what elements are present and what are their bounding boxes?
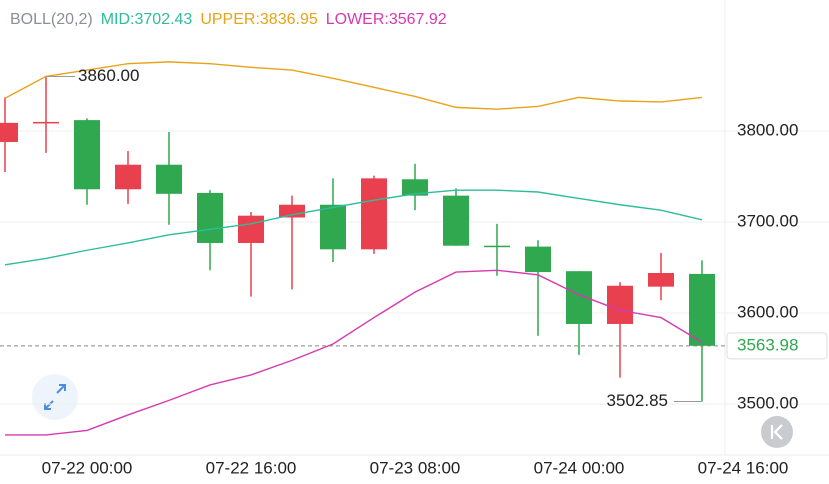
candle-body [525, 246, 551, 273]
legend-item: BOLL(20,2) [10, 11, 93, 28]
scroll-circle [761, 416, 793, 448]
candle-body [156, 164, 182, 194]
candle-body [115, 164, 141, 190]
candle-body [238, 215, 264, 243]
scroll-icon [770, 424, 783, 440]
annotation-label: 3860.00 [78, 66, 139, 85]
scroll-end-button[interactable] [761, 416, 793, 448]
annotation-label: 3502.85 [607, 391, 668, 410]
candle-body [443, 195, 469, 246]
x-tick-label: 07-24 00:00 [534, 458, 625, 477]
candle-body [33, 121, 59, 124]
band-line [5, 269, 703, 436]
candle-body [361, 178, 387, 250]
candle-body [0, 122, 18, 142]
band-line [4, 189, 703, 266]
expand-icon [44, 384, 66, 410]
expand-circle [32, 374, 78, 420]
candle-body [320, 204, 346, 250]
x-tick-label: 07-22 00:00 [42, 458, 133, 477]
expand-button[interactable] [32, 374, 78, 420]
y-tick-label: 3600.00 [737, 303, 798, 322]
y-tick-label: 3500.00 [737, 394, 798, 413]
band-line [4, 61, 703, 110]
legend-item: UPPER:3836.95 [200, 11, 318, 28]
candle-body [74, 120, 100, 190]
y-tick-label: 3800.00 [737, 121, 798, 140]
candle-body [607, 285, 633, 324]
candle-body [648, 273, 674, 287]
candle-body [279, 204, 305, 218]
candle-body [689, 273, 715, 346]
last-price-label: 3563.98 [737, 335, 798, 354]
legend-item: MID:3702.43 [101, 11, 193, 28]
candle-body [197, 192, 223, 243]
last-price-tag [726, 332, 828, 360]
x-tick-label: 07-22 16:00 [206, 458, 297, 477]
candle-body [402, 179, 428, 196]
legend-item: LOWER:3567.92 [326, 11, 447, 28]
y-tick-label: 3700.00 [737, 212, 798, 231]
x-tick-label: 07-23 08:00 [370, 458, 461, 477]
plot [0, 61, 715, 436]
x-tick-label: 07-24 16:00 [698, 458, 789, 477]
candle-body [484, 245, 510, 248]
